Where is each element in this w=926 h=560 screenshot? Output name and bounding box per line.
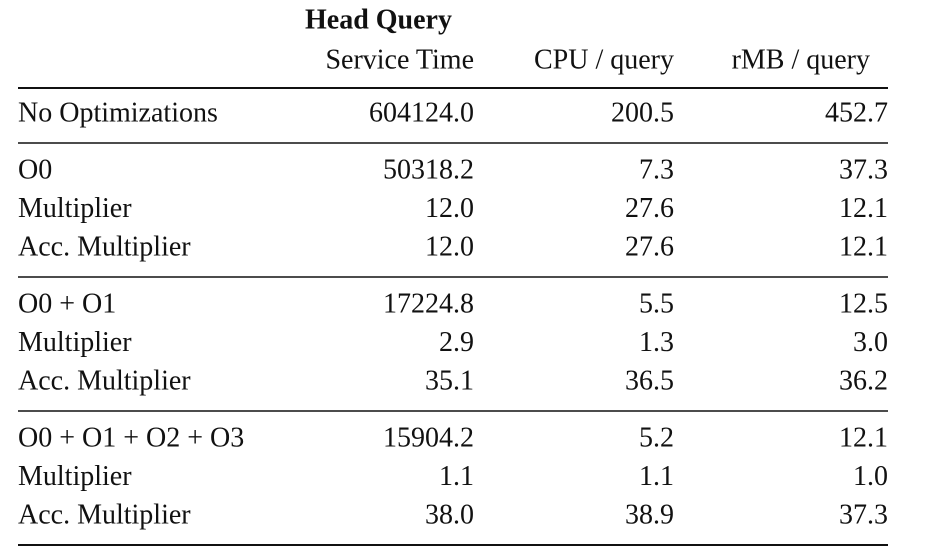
cell-value: 2.9 — [439, 327, 474, 358]
row-label: Multiplier — [18, 461, 132, 492]
cell-value: 5.2 — [639, 422, 674, 453]
cell-value: 1.3 — [639, 327, 674, 358]
row-label: No Optimizations — [18, 97, 218, 128]
group-header: Head Query — [305, 4, 452, 35]
cell-value: 15904.2 — [383, 422, 474, 453]
cell-value: 12.5 — [839, 288, 888, 319]
row-label: Acc. Multiplier — [18, 365, 191, 396]
cell-value: 200.5 — [611, 97, 674, 128]
row-label: Multiplier — [18, 327, 132, 358]
cell-value: 12.1 — [839, 422, 888, 453]
cell-value: 38.9 — [625, 499, 674, 530]
column-header: CPU / query — [534, 44, 674, 75]
cell-value: 36.5 — [625, 365, 674, 396]
row-label: O0 + O1 + O2 + O3 — [18, 422, 244, 453]
cell-value: 27.6 — [625, 193, 674, 224]
cell-value: 38.0 — [425, 499, 474, 530]
row-label: Multiplier — [18, 193, 132, 224]
cell-value: 452.7 — [825, 97, 888, 128]
cell-value: 17224.8 — [383, 288, 474, 319]
column-header: Service Time — [325, 44, 474, 75]
cell-value: 1.0 — [853, 461, 888, 492]
cell-value: 7.3 — [639, 154, 674, 185]
cell-value: 27.6 — [625, 231, 674, 262]
row-label: Acc. Multiplier — [18, 499, 191, 530]
cell-value: 37.3 — [839, 154, 888, 185]
column-header: rMB / query — [732, 44, 870, 75]
cell-value: 1.1 — [639, 461, 674, 492]
cell-value: 36.2 — [839, 365, 888, 396]
row-label: O0 + O1 — [18, 288, 116, 319]
cell-value: 5.5 — [639, 288, 674, 319]
cell-value: 35.1 — [425, 365, 474, 396]
cell-value: 604124.0 — [369, 97, 474, 128]
row-label: O0 — [18, 154, 52, 185]
row-label: Acc. Multiplier — [18, 231, 191, 262]
cell-value: 1.1 — [439, 461, 474, 492]
cell-value: 12.0 — [425, 231, 474, 262]
cell-value: 37.3 — [839, 499, 888, 530]
cell-value: 12.1 — [839, 193, 888, 224]
cell-value: 12.1 — [839, 231, 888, 262]
cell-value: 3.0 — [853, 327, 888, 358]
cell-value: 12.0 — [425, 193, 474, 224]
cell-value: 50318.2 — [383, 154, 474, 185]
